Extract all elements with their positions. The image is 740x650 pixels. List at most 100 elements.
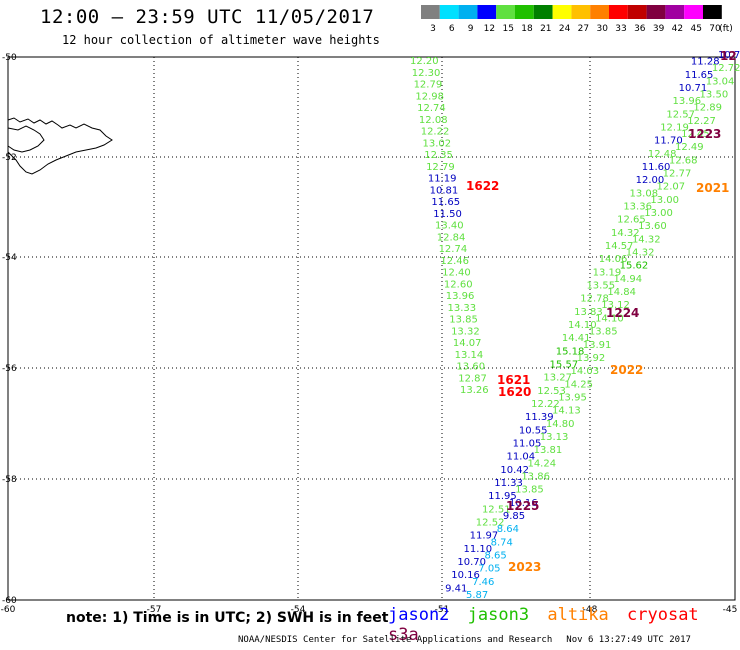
wave-reading: 14.80 xyxy=(546,419,575,430)
colorbar-swatch xyxy=(552,5,572,19)
wave-reading: 13.19 xyxy=(593,267,622,278)
wave-reading: 12.46 xyxy=(440,256,469,267)
wave-reading: 7.46 xyxy=(472,577,494,588)
wave-reading: 10.55 xyxy=(519,425,548,436)
colorbar-label: 27 xyxy=(578,24,589,34)
colorbar-swatch xyxy=(515,5,534,19)
wave-reading: 13.12 xyxy=(601,300,630,311)
credit-timestamp: Nov 6 13:27:49 UTC 2017 xyxy=(566,635,691,645)
wave-reading: 12.79 xyxy=(414,80,443,91)
lon-label: -57 xyxy=(147,605,162,615)
wave-reading: 5.87 xyxy=(466,590,488,601)
wave-reading: 13.96 xyxy=(446,291,475,302)
wave-reading: 12.65 xyxy=(617,215,646,226)
colorbar-swatch xyxy=(684,5,703,19)
falkland-islands-outline xyxy=(7,117,113,175)
wave-reading: 14.03 xyxy=(570,366,599,377)
wave-reading: 13.00 xyxy=(650,195,679,206)
wave-reading: 11.60 xyxy=(642,162,671,173)
pass-time-tag: 1622 xyxy=(466,179,499,193)
colorbar-swatch xyxy=(458,5,478,19)
wave-reading: 14.57 xyxy=(605,241,634,252)
wave-reading: 13.81 xyxy=(534,445,563,456)
falkland-west-outline xyxy=(7,125,45,153)
wave-reading: 12.22 xyxy=(421,127,450,138)
wave-reading: 8.65 xyxy=(484,550,506,561)
wave-reading: 12.74 xyxy=(439,244,468,255)
colorbar-label: 18 xyxy=(521,24,533,34)
pass-time-tag: 12 xyxy=(720,49,737,63)
lon-label: -45 xyxy=(723,605,738,615)
wave-reading: 12.60 xyxy=(444,279,473,290)
lat-label: -52 xyxy=(2,153,17,163)
wave-reading: 14.13 xyxy=(552,406,581,417)
wave-reading: 12.77 xyxy=(663,169,692,180)
colorbar-swatch xyxy=(477,5,497,19)
wave-reading: 7.05 xyxy=(478,564,500,575)
colorbar-label: 42 xyxy=(672,24,683,34)
wave-reading: 13.60 xyxy=(456,362,485,373)
wave-reading: 12.79 xyxy=(426,162,455,173)
wave-reading: 13.96 xyxy=(672,96,701,107)
lat-label: -60 xyxy=(2,596,17,606)
wave-reading: 13.95 xyxy=(558,392,587,403)
colorbar-label: 12 xyxy=(484,24,495,34)
pass-time-tag: 1225 xyxy=(506,499,539,513)
pass-time-tag: 2023 xyxy=(508,560,541,574)
pass-time-tag: 2021 xyxy=(696,181,729,195)
page-subtitle: 12 hour collection of altimeter wave hei… xyxy=(62,33,380,47)
colorbar-swatch xyxy=(533,5,553,19)
wave-reading: 13.04 xyxy=(706,76,735,87)
wave-reading: 12.74 xyxy=(417,103,446,114)
footer-note: note: 1) Time is in UTC; 2) SWH is in fe… xyxy=(66,610,389,626)
lat-label: -54 xyxy=(2,253,17,263)
wave-reading: 12.27 xyxy=(687,116,716,127)
wave-reading: 14.32 xyxy=(611,228,640,239)
wave-reading: 13.83 xyxy=(574,307,603,318)
colorbar-label: 33 xyxy=(615,24,626,34)
legend-cryosat: cryosat xyxy=(627,605,699,625)
wave-reading: 14.41 xyxy=(562,333,591,344)
wave-reading: 12.30 xyxy=(412,68,441,79)
colorbar-swatch xyxy=(421,5,440,19)
colorbar-label: 9 xyxy=(468,24,474,34)
wave-reading: 15.18 xyxy=(556,346,585,357)
legend-jason3: jason3 xyxy=(467,605,530,625)
lat-label: -56 xyxy=(2,364,17,374)
wave-reading: 13.14 xyxy=(455,350,484,361)
wave-reading: 12.45 xyxy=(681,129,710,140)
pass-time-tag: 2022 xyxy=(610,363,643,377)
wave-reading: 13.92 xyxy=(577,353,606,364)
colorbar-label: 39 xyxy=(653,24,665,34)
wave-reading: 14.32 xyxy=(632,234,661,245)
colorbar-label: 70 xyxy=(709,24,721,34)
wave-reading: 11.95 xyxy=(488,491,517,502)
page-title: 12:00 – 23:59 UTC 11/05/2017 xyxy=(40,6,375,28)
wave-reading: 13.50 xyxy=(700,90,729,101)
wave-reading: 15.57 xyxy=(550,360,579,371)
wave-reading: 11.70 xyxy=(654,136,683,147)
colorbar-label: 45 xyxy=(690,24,701,34)
pass-time-tag: 1621 xyxy=(497,373,530,387)
wave-reading: 13.85 xyxy=(449,315,478,326)
wave-reading: 12.20 xyxy=(410,56,439,67)
wave-reading: 14.10 xyxy=(568,320,597,331)
wave-reading: 12.19 xyxy=(660,122,689,133)
wave-reading: 13.86 xyxy=(521,471,550,482)
wave-reading: 12.57 xyxy=(666,109,695,120)
pass-time-tag: 1620 xyxy=(498,385,531,399)
wave-reading: 9.41 xyxy=(445,583,467,594)
wave-reading: 12.68 xyxy=(669,155,698,166)
wave-reading: 12.78 xyxy=(580,294,609,305)
credit-text: NOAA/NESDIS Center for Satellite Applica… xyxy=(238,635,553,645)
wave-reading: 12.00 xyxy=(636,175,665,186)
wave-reading: 8.74 xyxy=(491,537,513,548)
wave-reading: 8.64 xyxy=(497,524,519,535)
wave-reading: 10.71 xyxy=(679,83,708,94)
wave-reading: 13.13 xyxy=(540,432,569,443)
wave-reading: 9.85 xyxy=(503,511,525,522)
wave-reading: 13.00 xyxy=(644,208,673,219)
lon-label: -48 xyxy=(583,605,598,615)
wave-reading: 14.24 xyxy=(527,458,556,469)
colorbar-label: 36 xyxy=(634,24,646,34)
